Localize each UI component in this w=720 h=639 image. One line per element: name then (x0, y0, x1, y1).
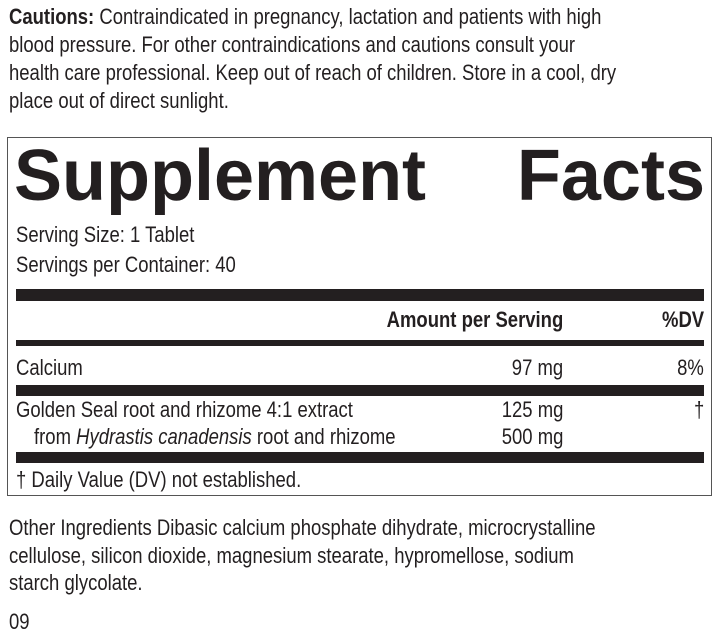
other-ingredients-line-3: starch glycolate. (9, 570, 143, 595)
cautions-line-1: Cautions: Contraindicated in pregnancy, … (9, 4, 714, 30)
cautions-label: Cautions: (9, 4, 95, 29)
row-calcium-amount: 97 mg (511, 355, 563, 380)
thick-divider (16, 385, 704, 396)
cautions-line-3: health care professional. Keep out of re… (9, 60, 617, 85)
serving-size: Serving Size: 1 Tablet (16, 222, 195, 247)
title-supplement: Supplement (14, 136, 427, 216)
row-source-amount: 500 mg (501, 424, 563, 449)
row-golden-seal-name: Golden Seal root and rhizome 4:1 extract (16, 397, 353, 422)
title-facts: Facts (516, 136, 705, 216)
cautions-line-2: blood pressure. For other contraindicati… (9, 32, 576, 57)
header-dv: %DV (661, 307, 704, 332)
cautions-line-4: place out of direct sunlight. (9, 88, 229, 113)
supplement-facts-box (7, 137, 712, 496)
header-amount: Amount per Serving (386, 307, 563, 332)
row-golden-seal-dv: † (693, 397, 704, 422)
row-golden-seal-amount: 125 mg (501, 397, 563, 422)
cautions-text: Contraindicated in pregnancy, lactation … (94, 4, 602, 29)
row-source-name: from Hydrastis canadensis root and rhizo… (34, 424, 396, 449)
thick-divider (16, 289, 704, 301)
other-ingredients-line-1: Other Ingredients Dibasic calcium phosph… (9, 515, 596, 540)
label-code: 09 (9, 609, 30, 634)
divider (16, 340, 704, 346)
thick-divider (16, 452, 704, 463)
footnote: † Daily Value (DV) not established. (16, 467, 302, 492)
row-calcium-name: Calcium (16, 355, 83, 380)
servings-per-container: Servings per Container: 40 (16, 252, 236, 277)
other-ingredients-line-2: cellulose, silicon dioxide, magnesium st… (9, 543, 574, 568)
row-calcium-dv: 8% (677, 355, 704, 380)
